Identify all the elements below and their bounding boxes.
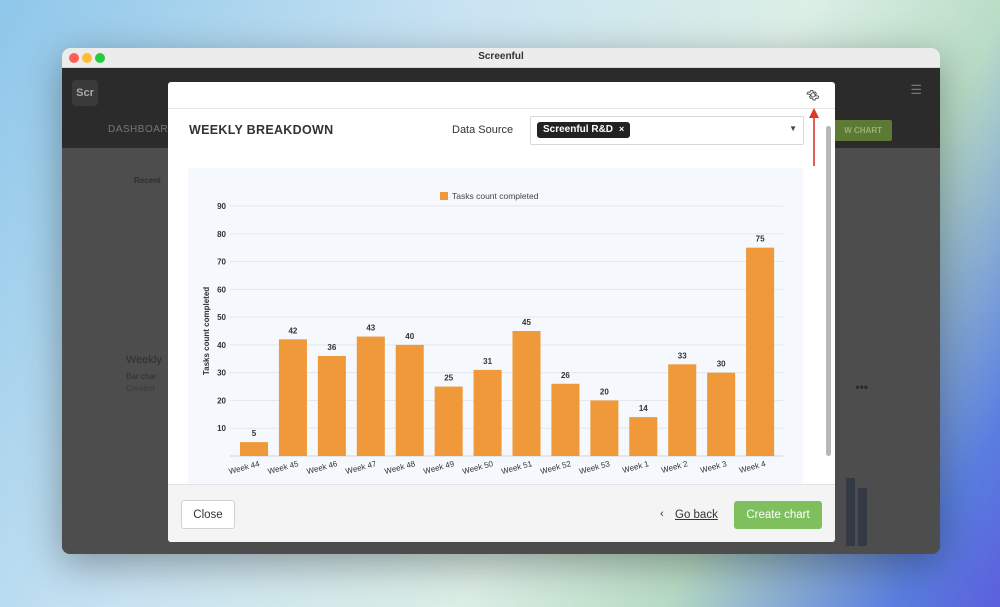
x-tick-label: Week 47 <box>345 459 378 476</box>
bar <box>434 386 463 456</box>
data-source-select[interactable]: Screenful R&D × ▼ <box>530 116 804 145</box>
minimize-window-button[interactable] <box>82 53 92 63</box>
annotation-arrow <box>809 108 819 166</box>
bar <box>590 400 619 456</box>
data-label: 31 <box>483 357 492 366</box>
bar <box>356 336 385 456</box>
bar <box>278 339 307 456</box>
x-tick-label: Week 4 <box>738 459 767 475</box>
x-tick-label: Week 1 <box>621 459 650 475</box>
x-tick-label: Week 50 <box>461 459 494 476</box>
x-tick-label: Week 44 <box>228 459 261 476</box>
x-tick-label: Week 48 <box>384 459 417 476</box>
data-label: 30 <box>717 360 726 369</box>
data-label: 14 <box>639 404 648 413</box>
y-tick-label: 30 <box>217 369 226 378</box>
bar <box>473 369 502 456</box>
data-label: 42 <box>288 326 297 335</box>
modal-top-bar <box>168 82 835 109</box>
x-tick-label: Week 46 <box>306 459 339 476</box>
go-back-link[interactable]: Go back <box>675 509 718 521</box>
y-tick-label: 50 <box>217 313 226 322</box>
background-bar <box>846 478 855 546</box>
x-tick-label: Week 45 <box>267 459 300 476</box>
modal-scrollbar[interactable] <box>826 126 831 456</box>
y-tick-label: 20 <box>217 396 226 405</box>
data-source-label: Data Source <box>452 124 514 136</box>
bar <box>707 372 736 456</box>
data-label: 45 <box>522 318 531 327</box>
nav-dashboards[interactable]: DASHBOARD <box>108 124 176 135</box>
chevron-down-icon[interactable]: ▼ <box>789 124 797 133</box>
data-source-chip: Screenful R&D × <box>537 122 631 138</box>
bar <box>512 331 541 456</box>
zoom-window-button[interactable] <box>95 53 105 63</box>
y-tick-label: 40 <box>217 341 226 350</box>
create-chart-modal: WEEKLY BREAKDOWN Data Source Screenful R… <box>168 82 835 542</box>
chip-remove-icon[interactable]: × <box>619 124 625 134</box>
chart-area: Tasks count completed 10 20 30 40 50 60 70 80 90 T… <box>188 168 803 484</box>
data-label: 20 <box>600 387 609 396</box>
data-label: 43 <box>366 324 375 333</box>
close-button[interactable]: Close <box>181 500 235 529</box>
card-type: Bar char <box>126 372 157 381</box>
y-tick-label: 80 <box>217 230 226 239</box>
data-label: 25 <box>444 374 453 383</box>
data-label: 5 <box>252 429 257 438</box>
x-tick-label: Week 2 <box>660 459 689 475</box>
data-label: 75 <box>756 235 765 244</box>
bar <box>395 344 424 456</box>
recent-tab[interactable]: Recent <box>134 176 161 185</box>
bar <box>317 356 346 456</box>
x-tick-label: Week 53 <box>578 459 611 476</box>
bar-chart: Tasks count completed 10 20 30 40 50 60 70 80 90 T… <box>202 191 783 476</box>
create-chart-button[interactable]: Create chart <box>734 501 822 529</box>
close-window-button[interactable] <box>69 53 79 63</box>
bar <box>551 383 580 456</box>
x-tick-label: Week 52 <box>539 459 572 476</box>
y-axis-label: Tasks count completed <box>202 287 211 375</box>
card-created: Created <box>126 384 155 393</box>
bar <box>240 442 269 456</box>
window-title: Screenful <box>478 51 524 62</box>
x-tick-label: Week 49 <box>422 459 455 476</box>
y-tick-label: 10 <box>217 424 226 433</box>
modal-footer: Close ‹ Go back Create chart <box>168 484 835 542</box>
y-tick-label: 60 <box>217 285 226 294</box>
background-bar <box>858 488 867 546</box>
x-tick-label: Week 3 <box>699 459 728 475</box>
card-title: Weekly <box>126 354 162 366</box>
app-logo: Scr <box>72 80 98 106</box>
data-label: 36 <box>327 343 336 352</box>
data-source-chip-label: Screenful R&D <box>543 124 614 135</box>
x-tick-label: Week 51 <box>500 459 533 476</box>
chevron-left-icon[interactable]: ‹ <box>660 508 664 520</box>
hamburger-icon[interactable]: ☰ <box>910 82 922 97</box>
gear-icon[interactable] <box>806 88 820 102</box>
y-tick-label: 90 <box>217 202 226 211</box>
data-label: 40 <box>405 332 414 341</box>
bar <box>746 247 775 456</box>
data-label: 26 <box>561 371 570 380</box>
more-options-icon[interactable]: ••• <box>855 380 868 394</box>
title-bar: Screenful <box>62 48 940 68</box>
new-chart-button[interactable]: W CHART <box>834 120 892 141</box>
data-label: 33 <box>678 351 687 360</box>
legend-label: Tasks count completed <box>452 191 539 201</box>
legend-swatch <box>440 192 448 200</box>
modal-heading: WEEKLY BREAKDOWN <box>189 123 334 137</box>
bar <box>629 417 658 456</box>
y-tick-label: 70 <box>217 258 226 267</box>
bar <box>668 364 697 456</box>
